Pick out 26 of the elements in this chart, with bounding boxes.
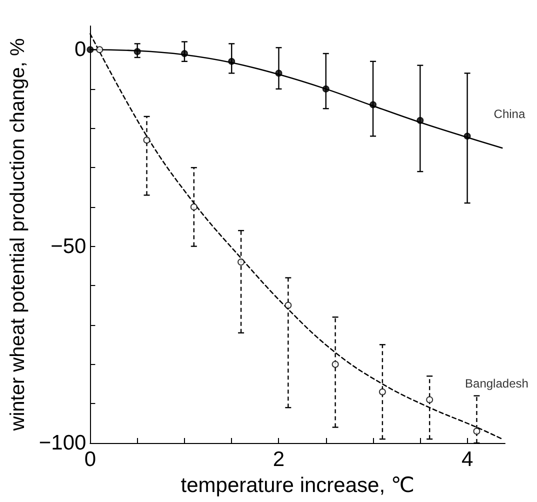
point xyxy=(190,203,198,210)
y-tick-label: 0 xyxy=(74,38,86,62)
text: China xyxy=(494,107,526,122)
point xyxy=(464,132,471,140)
point xyxy=(228,58,236,65)
point xyxy=(134,48,141,56)
x-tick-label: 4 xyxy=(461,448,474,471)
y-tick-label: −100 xyxy=(38,432,86,454)
y-tick-label: −50 xyxy=(50,234,86,258)
point xyxy=(284,302,292,309)
point xyxy=(378,388,386,396)
point xyxy=(275,70,282,77)
point xyxy=(416,116,424,124)
point xyxy=(238,258,245,266)
y-axis-title: winter wheat potential production change, % xyxy=(7,38,29,432)
point xyxy=(370,101,377,108)
point xyxy=(322,85,330,92)
point xyxy=(180,50,188,58)
x-axis-title: temperature increase, ℃ xyxy=(180,474,414,497)
text: Bangladesh xyxy=(465,376,528,391)
point xyxy=(426,396,434,404)
point xyxy=(96,46,104,54)
point xyxy=(332,360,339,368)
x-tick-label: 2 xyxy=(272,448,285,471)
point xyxy=(143,136,150,144)
point xyxy=(473,428,480,435)
